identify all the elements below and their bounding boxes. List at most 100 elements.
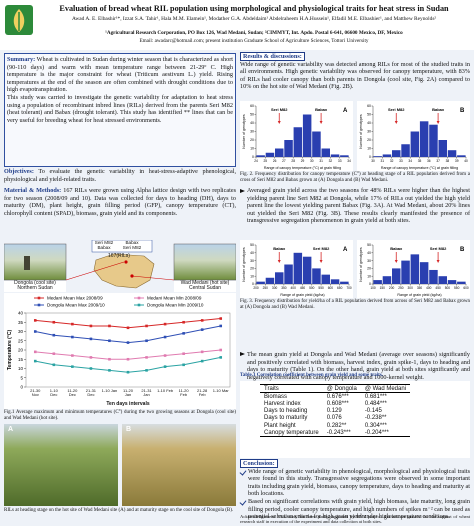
y-tick-label: 0 xyxy=(369,282,371,286)
x-tick-label: 21-28 Feb xyxy=(197,388,208,398)
x-tick-label: 150 xyxy=(380,286,386,290)
histogram: 0 10 20 30 40 50 100 150 200 250 300 350 400 450 500 55… xyxy=(357,240,470,298)
y-tick-label: 25 xyxy=(18,338,24,343)
table-row: Plant height 0.282** 0.304*** xyxy=(260,422,410,429)
bar xyxy=(321,148,330,157)
table-cell: 0.484*** xyxy=(364,400,387,407)
summary-box: Summary: Wheat is cultivated in Sudan du… xyxy=(4,53,236,167)
table-cell: 0.304*** xyxy=(364,422,387,429)
title: Evaluation of bread wheat RIL population… xyxy=(59,4,449,13)
table-cell: -0.238** xyxy=(364,415,387,422)
series-marker xyxy=(200,350,204,354)
figure-caption: Fig. 2. Frequency distribution for canop… xyxy=(240,172,470,183)
parent-arrowhead xyxy=(319,260,323,263)
x-tick-label: 35 xyxy=(418,159,422,163)
objectives: Objectives: To evaluate the genetic vari… xyxy=(4,168,236,183)
x-tick-label: 39 xyxy=(455,159,459,163)
y-tick-label: 20 xyxy=(367,138,371,142)
series-line xyxy=(35,349,221,360)
x-tick-label: 34 xyxy=(347,159,351,163)
parent-label: Seri M82 xyxy=(313,246,330,251)
x-tick-label: 36 xyxy=(427,159,431,163)
bar xyxy=(438,140,447,157)
table-row: Biomass 0.676*** 0.681*** xyxy=(260,393,410,401)
x-axis-title: Ten days intervals xyxy=(106,401,150,407)
acknowledgement: Acknowledgement: This study has been par… xyxy=(240,514,470,525)
y-tick-label: 10 xyxy=(367,147,371,151)
series-marker xyxy=(89,324,93,328)
x-tick-label: 1-10 Feb xyxy=(157,388,174,393)
series-marker xyxy=(126,370,130,374)
bar xyxy=(284,140,293,157)
x-tick-label: 450 xyxy=(435,286,441,290)
y-axis-title: Number of genotypes xyxy=(242,247,246,282)
y-tick-label: 30 xyxy=(18,329,24,334)
plot: 0 5 10 15 20 25 30 35 40 Temperature (°C) Medani M… xyxy=(7,296,231,390)
x-tick-label: 21-31 Jan xyxy=(141,388,152,398)
x-tick-label: 21-31 Dec xyxy=(85,388,97,398)
parent-label: Seri M82 xyxy=(271,107,288,112)
y-tick-label: 20 xyxy=(367,267,371,271)
y-axis-title: Number of genotypes xyxy=(359,247,363,282)
y-tick-label: 60 xyxy=(250,104,254,108)
x-tick-label: 38 xyxy=(446,159,450,163)
histogram: 0 10 20 30 40 50 60 30 31 32 33 34 35 36 37 38 39 40 B Seri… xyxy=(357,101,470,171)
methods: Material & Methods: 167 RILs were grown … xyxy=(4,187,236,217)
table-cell: -0.204*** xyxy=(360,429,411,438)
results-text: Averaged grain yield across the two seas… xyxy=(240,187,470,225)
bar xyxy=(293,252,303,284)
x-tick-label: 21-30 Nov xyxy=(30,388,41,398)
x-tick-label: 1-10 Jan xyxy=(101,388,118,393)
series-marker xyxy=(33,359,37,363)
heading: Conclusion: xyxy=(240,459,278,468)
parent-arrowhead xyxy=(319,121,323,124)
bar xyxy=(373,156,382,157)
table-box: Traits @ Dongola @ Wad Medani Biomass 0.676*… xyxy=(240,381,470,458)
y-tick-label: 50 xyxy=(367,113,371,117)
table-cell: 0.282** xyxy=(326,422,347,429)
legend-swatch xyxy=(37,303,41,307)
cross-label: Babax xyxy=(97,245,111,250)
table-cell: 0.681*** xyxy=(364,393,387,400)
series-marker xyxy=(219,348,223,352)
x-tick-label: 300 xyxy=(408,286,414,290)
series-marker xyxy=(52,363,56,367)
table-cell: Plant height xyxy=(264,422,296,429)
y-tick-label: 50 xyxy=(250,113,254,117)
bar xyxy=(340,155,349,157)
parent-label: Babax xyxy=(390,246,403,251)
bar xyxy=(312,131,321,157)
x-tick-label: 30 xyxy=(310,159,314,163)
site-label: Wad Medani (hot site) Central Sudan xyxy=(174,280,236,292)
table-cell: Biomass xyxy=(264,393,288,400)
x-axis-title: Range of grain yield (kg/ha) xyxy=(280,293,324,297)
parent-arrowhead xyxy=(277,121,281,124)
parent-label: Seri M82 xyxy=(430,246,447,251)
series-marker xyxy=(89,367,93,370)
cross-label: Babax xyxy=(125,240,139,245)
series-marker xyxy=(89,337,93,341)
series-marker xyxy=(71,354,74,357)
heading: Results & discussions: xyxy=(240,52,305,61)
series-marker xyxy=(71,335,74,339)
bar xyxy=(302,114,312,157)
y-tick-label: 10 xyxy=(250,147,254,151)
x-tick-label: 250 xyxy=(398,286,404,290)
bar xyxy=(275,272,284,284)
table-cell: -0.243*** xyxy=(322,429,361,438)
x-tick-label: 450 xyxy=(300,286,306,290)
x-tick-label: 1-10 Mar xyxy=(212,388,229,393)
bar xyxy=(265,152,275,157)
bar xyxy=(401,260,410,284)
series-marker xyxy=(163,322,167,326)
table-row: Days to heading 0.129 -0.145 xyxy=(260,408,410,415)
series-marker xyxy=(33,350,37,354)
series-marker xyxy=(145,369,148,372)
x-tick-label: 25 xyxy=(264,159,268,163)
series-marker xyxy=(71,322,74,326)
parent-label: Babax xyxy=(315,107,328,112)
bar xyxy=(392,268,401,284)
series-marker xyxy=(182,320,185,324)
x-tick-label: 250 xyxy=(263,286,269,290)
